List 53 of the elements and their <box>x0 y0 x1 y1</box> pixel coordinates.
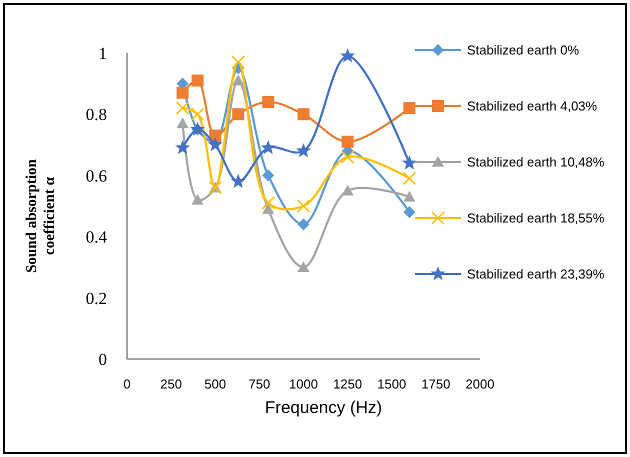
point <box>176 117 189 128</box>
point <box>231 55 245 69</box>
point <box>230 174 246 188</box>
point <box>298 261 310 272</box>
y-tick-label: 0.4 <box>86 228 108 247</box>
x-tick-label: 250 <box>160 376 182 392</box>
x-tick-label: 1250 <box>333 376 362 392</box>
y-tick-label: 0 <box>98 350 107 369</box>
y-axis-title: Sound absorption coefficient α <box>24 158 58 273</box>
x-tick-label: 1000 <box>289 376 318 392</box>
x-tick-label: 1750 <box>421 376 450 392</box>
point <box>403 102 416 114</box>
legend-label: Stabilized earth 4,03% <box>467 98 598 114</box>
point <box>298 108 310 120</box>
x-axis-title: Frequency (Hz) <box>264 398 382 417</box>
x-tick-label: 750 <box>248 376 270 392</box>
point <box>261 196 275 210</box>
point <box>176 86 189 99</box>
y-tick-label: 1 <box>98 44 107 63</box>
point <box>402 172 416 186</box>
point <box>192 74 204 87</box>
legend-label: Stabilized earth 0% <box>467 42 580 58</box>
point <box>340 150 354 164</box>
point <box>403 190 416 202</box>
point <box>403 206 416 218</box>
point <box>262 169 274 182</box>
point <box>208 137 223 152</box>
point <box>190 107 204 121</box>
y-tick-label: 0.6 <box>86 166 107 186</box>
x-tick-label: 500 <box>204 376 226 392</box>
point <box>232 74 244 86</box>
point <box>260 140 276 154</box>
point <box>176 101 190 115</box>
legend-label: Stabilized earth 10,48% <box>467 154 605 170</box>
point <box>342 136 354 148</box>
point <box>192 194 204 205</box>
point <box>402 155 417 170</box>
point <box>342 184 354 196</box>
point <box>296 143 311 158</box>
y-tick-label: 0.2 <box>86 288 107 308</box>
point <box>262 96 274 108</box>
x-tick-label: 1500 <box>377 376 406 392</box>
legend-label: Stabilized earth 18,55% <box>467 210 605 226</box>
y-tick-label: 0.8 <box>86 105 107 124</box>
point <box>175 140 190 154</box>
point <box>296 199 310 213</box>
point <box>340 48 356 62</box>
point <box>262 203 274 214</box>
point <box>298 218 310 230</box>
point <box>232 108 244 120</box>
legend-label: Stabilized earth 23,39% <box>467 266 605 282</box>
x-tick-label: 0 <box>123 376 131 392</box>
x-tick-label: 2000 <box>466 376 494 392</box>
